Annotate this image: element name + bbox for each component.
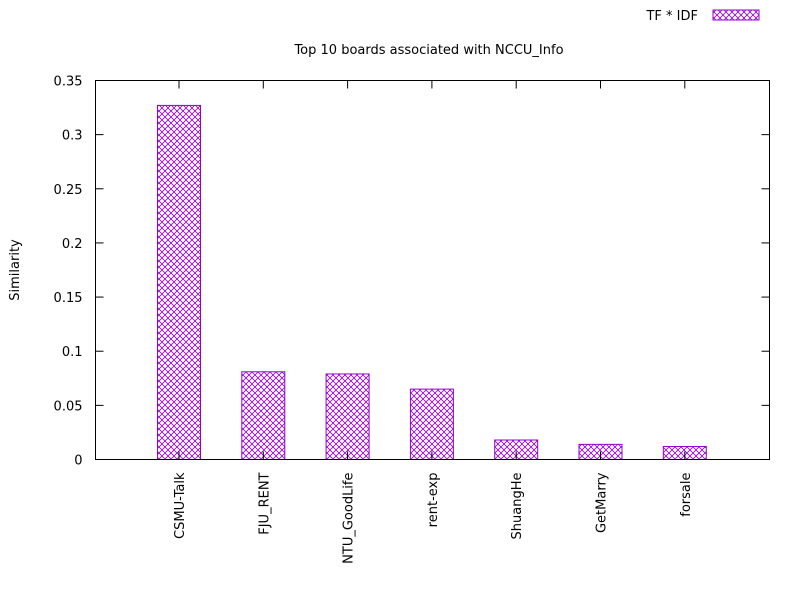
y-tick-label: 0	[74, 454, 82, 469]
chart-title: Top 10 boards associated with NCCU_Info	[293, 43, 563, 58]
y-tick-label: 0.3	[62, 129, 83, 144]
bars	[157, 104, 707, 461]
x-tick-label: forsale	[679, 473, 694, 517]
y-tick-label: 0.1	[62, 345, 83, 360]
x-tick-label: CSMU-Talk	[173, 472, 188, 539]
y-tick-label: 0.25	[54, 183, 83, 198]
bar-CSMU-Talk	[157, 104, 201, 461]
bar-FJU_RENT	[241, 371, 286, 460]
plot-frame	[95, 80, 770, 460]
y-tick-label: 0.35	[54, 75, 83, 90]
x-axis-ticks: CSMU-Talk FJU_RENT NTU_GoodLife rent-exp Shu…	[173, 80, 694, 564]
legend-swatch	[712, 9, 760, 21]
bar-NTU_GoodLife	[325, 373, 370, 460]
y-tick-label: 0.05	[54, 399, 83, 414]
y-tick-label: 0.2	[62, 237, 83, 252]
x-tick-label: GetMarry	[595, 472, 610, 533]
y-axis-label: Similarity	[8, 239, 23, 301]
x-tick-label: FJU_RENT	[257, 472, 272, 534]
y-axis-ticks: 0 0.05 0.1 0.15 0.2 0.25 0.3 0.35	[54, 75, 770, 469]
x-tick-label: ShuangHe	[510, 473, 525, 540]
bar-rent-exp	[409, 388, 454, 460]
legend: TF * IDF	[645, 9, 760, 24]
x-tick-label: NTU_GoodLife	[342, 472, 357, 563]
y-tick-label: 0.15	[54, 291, 83, 306]
x-tick-label: rent-exp	[426, 473, 441, 528]
legend-label: TF * IDF	[645, 9, 698, 24]
